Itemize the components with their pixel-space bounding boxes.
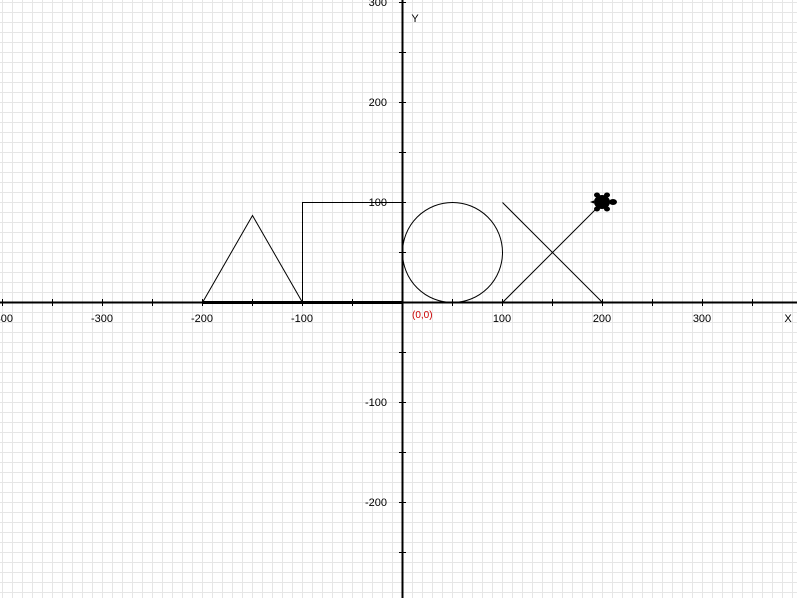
- turtle-icon: [590, 192, 617, 212]
- y-tick-label: 200: [369, 97, 387, 109]
- x-tick-label: -400: [0, 313, 13, 325]
- shape-triangle: [202, 214, 303, 303]
- turtle-head: [609, 199, 617, 205]
- turtle-leg: [594, 206, 600, 212]
- shape-circle: [402, 202, 503, 303]
- shape-x-line-2: [502, 202, 603, 303]
- x-axis-label: X: [784, 313, 792, 325]
- turtle-leg: [604, 192, 610, 198]
- turtle-body: [590, 192, 617, 212]
- x-tick-label: -300: [91, 313, 113, 325]
- x-tick-label: -100: [291, 313, 313, 325]
- y-tick-label: 300: [369, 0, 387, 9]
- x-tick-labels: -400 -300 -200 -100 100 200 300: [0, 313, 711, 325]
- turtle-tail: [590, 200, 594, 204]
- y-tick-label: -100: [365, 397, 387, 409]
- turtle-leg: [604, 206, 610, 212]
- turtle-leg: [594, 192, 600, 198]
- y-axis-label: Y: [411, 13, 419, 25]
- drawn-shapes: [202, 202, 603, 304]
- origin-label: (0,0): [412, 310, 433, 321]
- turtle-shell: [594, 195, 610, 209]
- x-tick-label: 200: [593, 313, 611, 325]
- x-tick-label: 100: [493, 313, 511, 325]
- y-tick-label: -200: [365, 497, 387, 509]
- axis-ticks: [2, 2, 753, 553]
- x-tick-label: 300: [693, 313, 711, 325]
- x-tick-label: -200: [191, 313, 213, 325]
